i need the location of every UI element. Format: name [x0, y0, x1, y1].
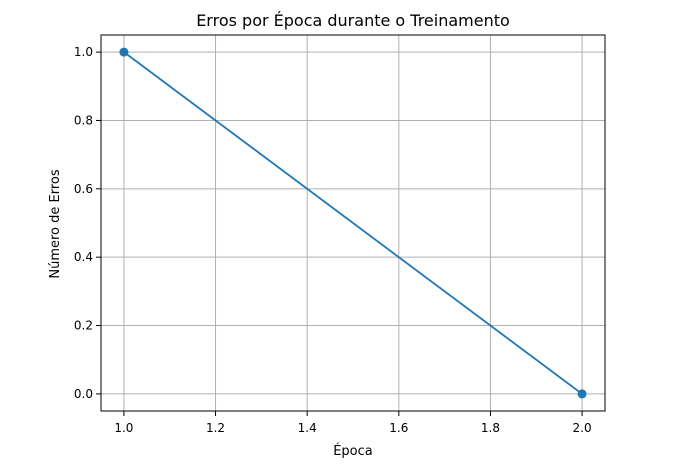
x-tick-label: 1.0 [114, 421, 133, 435]
series-layer [119, 47, 587, 399]
y-tick-label: 0.8 [74, 113, 93, 127]
grid [101, 35, 605, 411]
x-tick-label: 1.6 [389, 421, 408, 435]
x-tick-label: 2.0 [573, 421, 592, 435]
y-tick-label: 0.6 [74, 182, 93, 196]
x-axis-label: Época [333, 443, 373, 459]
y-tick-label: 1.0 [74, 45, 93, 59]
chart-title: Erros por Época durante o Treinamento [196, 11, 510, 30]
data-point [119, 47, 129, 57]
series-line [123, 51, 583, 395]
axis-ticks: 1.0 1.2 1.4 1.6 1.8 2.0 0.0 0.2 0.4 0.6 0.8 1.0 [74, 45, 592, 435]
data-point [577, 389, 587, 399]
y-tick-label: 0.4 [74, 250, 93, 264]
y-axis-label: Número de Erros [48, 169, 63, 278]
y-tick-label: 0.0 [74, 387, 93, 401]
y-tick-label: 0.2 [74, 319, 93, 333]
x-tick-label: 1.8 [481, 421, 500, 435]
plot-area-frame [100, 34, 606, 412]
x-tick-label: 1.2 [206, 421, 225, 435]
x-tick-label: 1.4 [298, 421, 317, 435]
